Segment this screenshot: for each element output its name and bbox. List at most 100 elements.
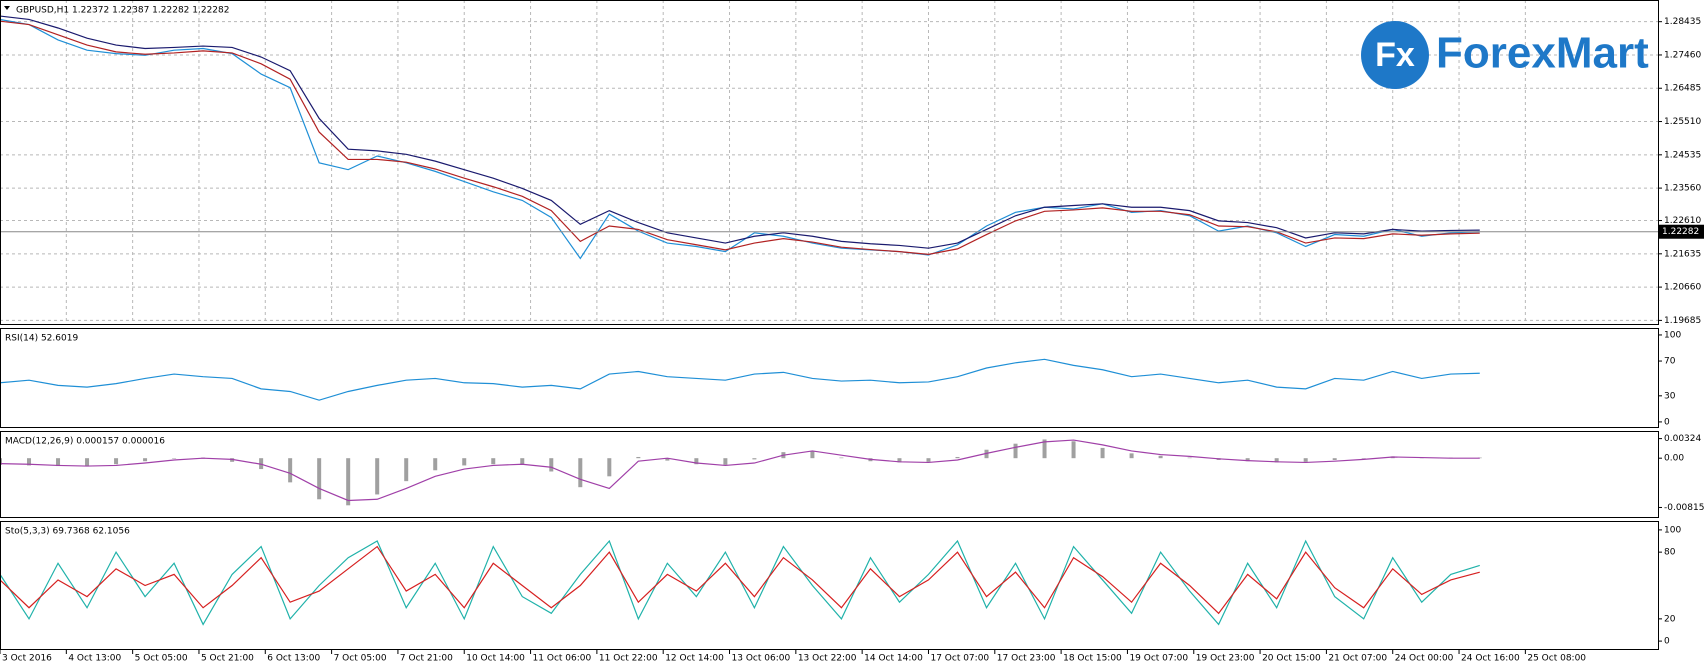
histogram-bar xyxy=(56,458,61,467)
x-tick-label: 7 Oct 05:00 xyxy=(334,654,387,664)
histogram-bar xyxy=(665,458,670,461)
plot-area xyxy=(0,439,1482,506)
y-tick-label: 1.22610 xyxy=(1664,216,1701,226)
x-tick-label: 17 Oct 23:00 xyxy=(997,654,1056,664)
y-tick-label: 80 xyxy=(1664,548,1676,558)
x-tick-label: 5 Oct 21:00 xyxy=(201,654,254,664)
y-tick-label: 1.20660 xyxy=(1664,283,1701,293)
panel-border xyxy=(0,0,1659,325)
panel-title: Sto(5,3,3) 69.7368 62.1056 xyxy=(5,527,130,537)
x-tick-label: 21 Oct 07:00 xyxy=(1328,654,1387,664)
plot-area xyxy=(0,15,1480,260)
histogram-bar xyxy=(1100,447,1105,459)
y-tick-label: 1.24535 xyxy=(1664,150,1701,160)
panel-title: MACD(12,26,9) 0.000157 0.000016 xyxy=(5,437,165,447)
y-tick-label: 1.21635 xyxy=(1664,249,1701,259)
x-tick-label: 11 Oct 06:00 xyxy=(533,654,592,664)
histogram-bar xyxy=(1187,457,1192,459)
y-tick-label: 0 xyxy=(1664,637,1670,647)
series-line xyxy=(0,545,1480,615)
series-line xyxy=(0,15,1480,249)
panel-border xyxy=(0,431,1659,518)
x-tick-label: 24 Oct 16:00 xyxy=(1461,654,1520,664)
histogram-bar xyxy=(288,458,293,483)
histogram-bar xyxy=(1245,458,1250,462)
x-tick-label: 4 Oct 13:00 xyxy=(68,654,121,664)
x-tick-label: 18 Oct 15:00 xyxy=(1063,654,1122,664)
series-line xyxy=(0,18,1480,260)
y-tick-label: 1.23560 xyxy=(1664,184,1701,194)
histogram-bar xyxy=(549,458,554,472)
logo-text: ForexMart xyxy=(1436,29,1649,78)
x-tick-label: 19 Oct 23:00 xyxy=(1196,654,1255,664)
histogram-bar xyxy=(926,458,931,462)
histogram-bar xyxy=(520,458,525,465)
indicator-panel: 1.28435 1.27460 1.26485 1.25510 1.24535 1.235… xyxy=(0,0,1704,326)
histogram-bar xyxy=(897,458,902,463)
menu-arrow xyxy=(4,6,10,10)
x-tick-label: 19 Oct 07:00 xyxy=(1129,654,1188,664)
y-tick-label: 0.00 xyxy=(1664,454,1684,464)
y-tick-label: 100 xyxy=(1664,330,1681,340)
series-line xyxy=(0,439,1480,502)
logo-badge xyxy=(1361,21,1429,89)
histogram-bar xyxy=(462,458,467,466)
histogram-bar xyxy=(433,458,438,471)
histogram-bar xyxy=(636,456,641,459)
histogram-bar xyxy=(1274,458,1279,463)
y-tick-label: 0.00324 xyxy=(1664,434,1701,444)
y-tick-label: 0 xyxy=(1664,417,1670,427)
histogram-bar xyxy=(839,457,844,459)
histogram-bar xyxy=(607,458,612,477)
plot-area xyxy=(0,539,1480,626)
histogram-bar xyxy=(723,458,728,465)
histogram-bar xyxy=(1129,453,1134,459)
histogram-bar xyxy=(404,458,409,482)
y-tick-label: 1.28435 xyxy=(1664,17,1701,27)
histogram-bar xyxy=(1332,458,1337,460)
last-price-box xyxy=(1658,224,1704,239)
y-tick-label: 70 xyxy=(1664,357,1676,367)
logo-icon: Fx xyxy=(1375,36,1415,74)
panel-title: GBPUSD,H1 1.22372 1.22387 1.22282 1.2228… xyxy=(16,6,229,16)
histogram-bar xyxy=(752,458,757,460)
x-tick-label: 3 Oct 2016 xyxy=(2,654,52,664)
x-tick-label: 5 Oct 05:00 xyxy=(135,654,188,664)
y-tick-label: 30 xyxy=(1664,391,1676,401)
x-tick-label: 11 Oct 22:00 xyxy=(599,654,658,664)
histogram-bar xyxy=(27,458,32,466)
x-tick-label: 12 Oct 14:00 xyxy=(665,654,724,664)
y-tick-label: 100 xyxy=(1664,525,1681,535)
x-tick-label: 20 Oct 15:00 xyxy=(1262,654,1321,664)
y-tick-label: 1.26485 xyxy=(1664,84,1701,94)
histogram-bar xyxy=(172,458,177,459)
x-tick-label: 7 Oct 21:00 xyxy=(400,654,453,664)
histogram-bar xyxy=(143,458,148,462)
indicator-panel: 100 80 20 0 Sto(5,3,3) 69.7368 62.1056 3 Oct … xyxy=(0,521,1681,664)
histogram-bar xyxy=(1013,443,1018,459)
histogram-bar xyxy=(491,458,496,465)
histogram-bar xyxy=(810,450,815,459)
y-tick-label: 1.19685 xyxy=(1664,316,1701,326)
histogram-bar xyxy=(1303,458,1308,462)
indicator-panel: 0.00324 0.00 -0.008156 MACD(12,26,9) 0.0001… xyxy=(0,431,1704,518)
series-line xyxy=(0,358,1480,401)
histogram-bar xyxy=(114,458,119,465)
histogram-bar xyxy=(1158,455,1163,459)
x-tick-label: 24 Oct 00:00 xyxy=(1395,654,1454,664)
panel-title: RSI(14) 52.6019 xyxy=(5,334,78,344)
y-tick-label: 20 xyxy=(1664,614,1676,624)
x-tick-label: 6 Oct 13:00 xyxy=(267,654,320,664)
x-tick-label: 25 Oct 08:00 xyxy=(1527,654,1586,664)
histogram-bar xyxy=(375,458,380,495)
y-tick-label: -0.008156 xyxy=(1664,503,1704,513)
x-tick-label: 17 Oct 07:00 xyxy=(930,654,989,664)
histogram-bar xyxy=(578,458,583,488)
histogram-bar xyxy=(694,458,699,465)
histogram-bar xyxy=(85,458,90,467)
panel-border xyxy=(0,521,1659,650)
histogram-bar xyxy=(1361,458,1366,459)
panel-border xyxy=(0,328,1659,428)
y-tick-label: 1.27460 xyxy=(1664,50,1701,60)
histogram-bar xyxy=(1071,441,1076,459)
